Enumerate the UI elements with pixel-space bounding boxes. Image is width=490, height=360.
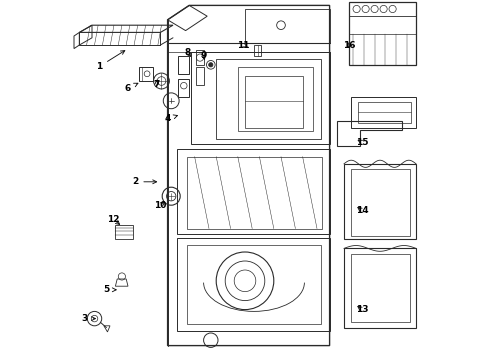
Text: 4: 4: [165, 114, 177, 123]
Text: 16: 16: [343, 40, 356, 49]
Text: 7: 7: [153, 80, 160, 89]
Text: 11: 11: [237, 40, 249, 49]
Text: 3: 3: [82, 314, 96, 323]
Text: 15: 15: [356, 138, 368, 147]
Text: 13: 13: [356, 305, 368, 314]
Text: 9: 9: [200, 51, 207, 60]
Text: 12: 12: [107, 215, 120, 224]
Text: 5: 5: [103, 285, 116, 294]
Text: 10: 10: [154, 201, 167, 210]
Text: 2: 2: [132, 177, 157, 186]
Text: 1: 1: [96, 51, 125, 71]
Text: 6: 6: [125, 83, 138, 93]
Text: 14: 14: [356, 206, 368, 215]
Circle shape: [209, 63, 213, 67]
Text: 8: 8: [184, 48, 191, 57]
